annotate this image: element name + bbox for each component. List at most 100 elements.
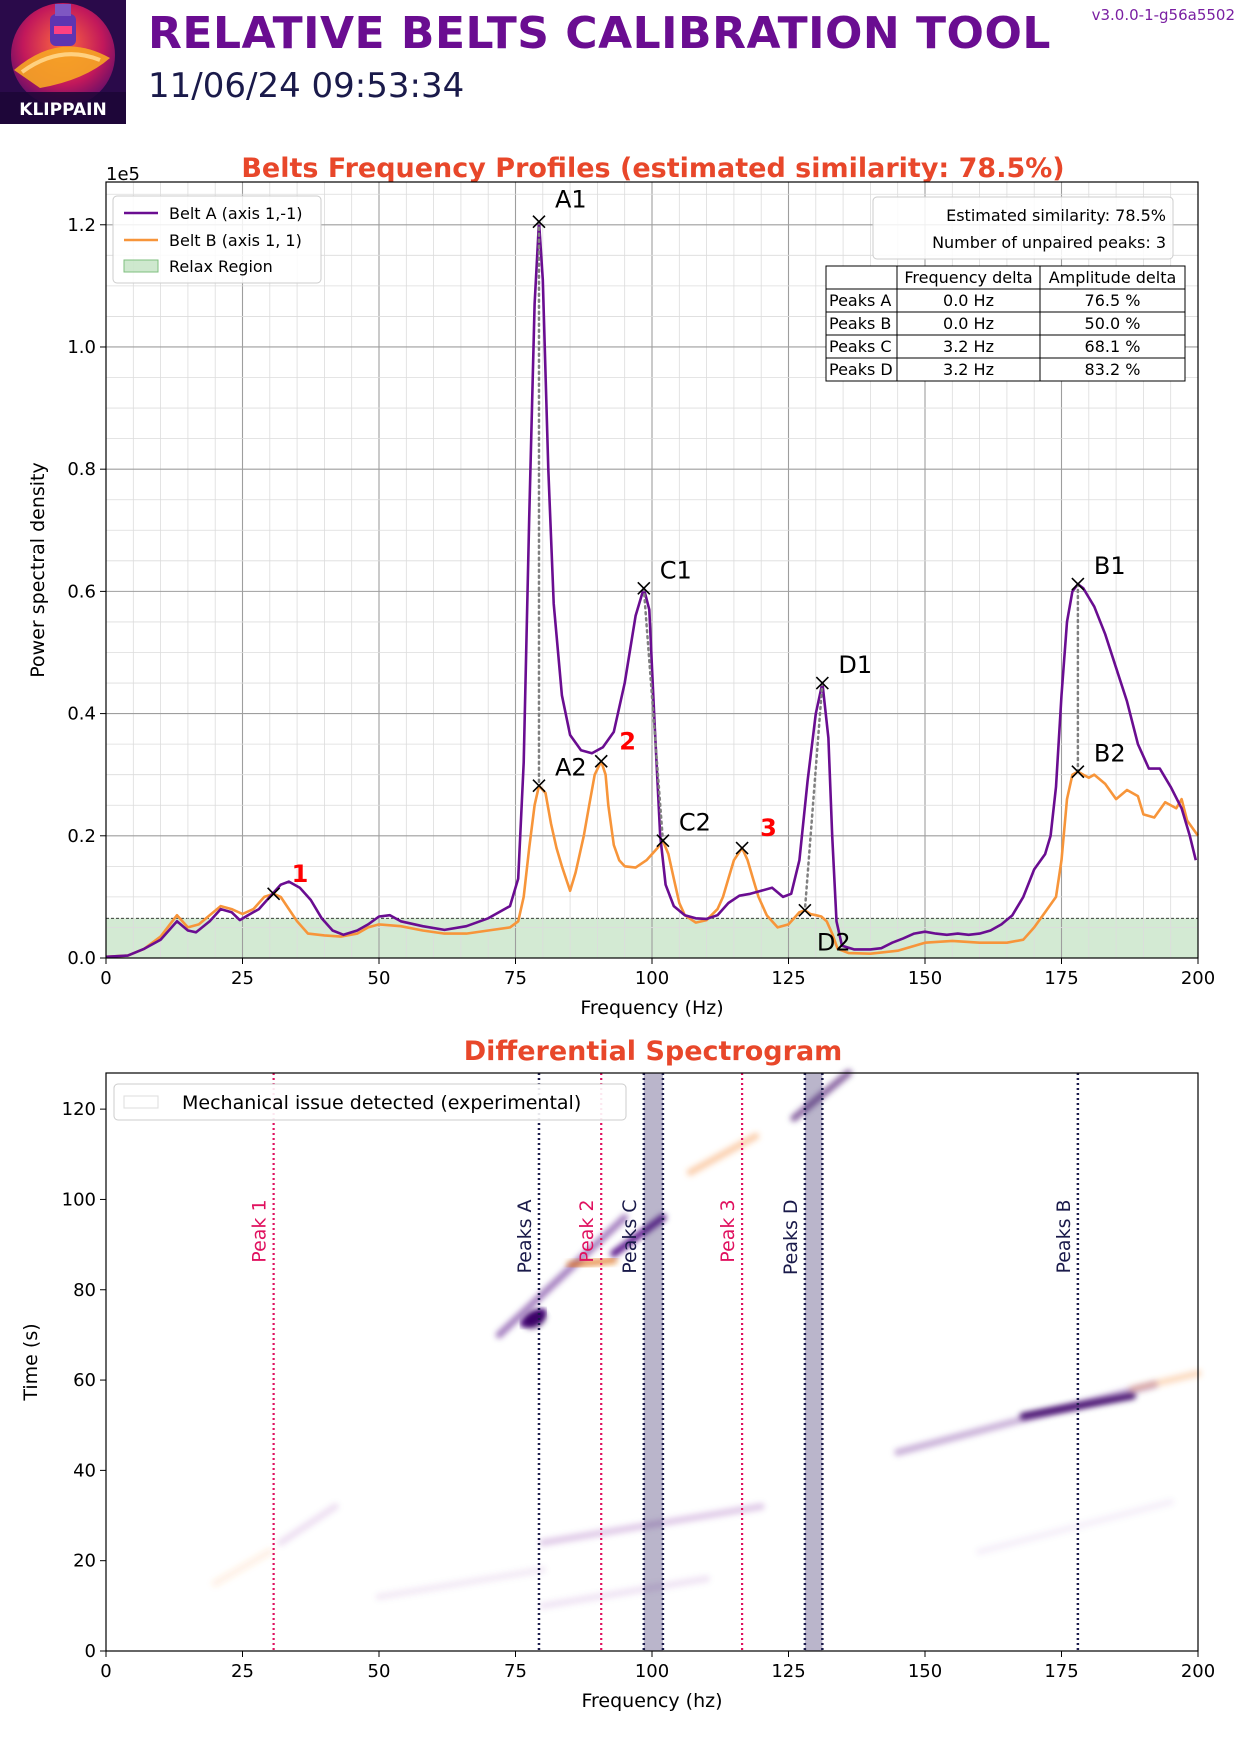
stats-box: Estimated similarity: 78.5% Number of un… [872, 196, 1174, 260]
paired-peak-label: Peaks D [780, 1199, 802, 1275]
y-tick-label: 0.8 [67, 459, 96, 480]
x-tick-label: 50 [368, 1661, 391, 1682]
paired-peak-label: Peaks B [1053, 1199, 1075, 1273]
table-cell: Peaks C [829, 337, 892, 356]
table-cell: Peaks D [829, 360, 893, 379]
x-tick-label: 200 [1181, 968, 1215, 989]
series-line-belt-b [105, 760, 1200, 959]
spectrogram-streak [1128, 1369, 1202, 1393]
y-tick-label: 1.2 [67, 215, 96, 236]
table-cell: 0.0 Hz [943, 291, 994, 310]
unpaired-peak-label: Peak 2 [576, 1199, 598, 1262]
y-tick-label: 0.0 [67, 948, 96, 969]
y-tick-label: 100 [62, 1189, 96, 1210]
peak-pair-line [642, 587, 665, 842]
table-cell: 0.0 Hz [943, 314, 994, 333]
table-cell: 83.2 % [1085, 360, 1141, 379]
spectrogram-streak [211, 1548, 274, 1587]
spectrogram-streak [976, 1498, 1175, 1556]
y-tick-label: 1.0 [67, 337, 96, 358]
x-tick-label: 150 [908, 1661, 942, 1682]
table-cell: 3.2 Hz [943, 337, 994, 356]
series-line-belt-a [105, 220, 1198, 959]
legend: Belt A (axis 1,-1) Belt B (axis 1, 1) Re… [112, 195, 322, 284]
x-tick-label: 25 [231, 968, 254, 989]
x-axis-label: Frequency (Hz) [580, 997, 723, 1019]
x-tick-label: 175 [1044, 1661, 1078, 1682]
peak-marker [815, 676, 829, 690]
unpaired-peak-label: 3 [760, 814, 777, 842]
legend-belt-b: Belt B (axis 1, 1) [169, 231, 302, 250]
peak-marker [656, 834, 670, 848]
y-axis-label: Power spectral density [27, 462, 49, 677]
peaks-table: Frequency delta Amplitude delta Peaks A 0.0… [825, 265, 1186, 382]
paired-peak-label: Peaks C [619, 1199, 641, 1273]
spectrogram-title: Differential Spectrogram [464, 1036, 843, 1067]
klippain-logo: KLIPPAIN [0, 0, 126, 124]
x-tick-label: 200 [1181, 1661, 1215, 1682]
y-tick-label: 0.6 [67, 581, 96, 602]
legend-belt-a: Belt A (axis 1,-1) [169, 204, 303, 223]
unpaired-peak-label: 2 [619, 727, 636, 755]
belts-frequency-chart: Belts Frequency Profiles (estimated simi… [27, 153, 1215, 1019]
peak-band [643, 1073, 663, 1651]
x-tick-label: 0 [100, 1661, 111, 1682]
spectrogram-streak [277, 1503, 339, 1547]
spectrogram-streak [610, 1214, 667, 1258]
peak-marker [1071, 765, 1085, 779]
paired-peak-label: Peaks A [514, 1199, 536, 1273]
stat-similarity: Estimated similarity: 78.5% [946, 206, 1166, 225]
peak-label: D1 [838, 651, 872, 679]
spectrogram-streak [1019, 1392, 1136, 1420]
unpaired-peak-label: 1 [292, 860, 309, 888]
unpaired-peak-label: Peak 3 [717, 1199, 739, 1262]
legend-swatch-relax [123, 259, 159, 273]
chart-title: Belts Frequency Profiles (estimated simi… [241, 153, 1064, 184]
x-tick-label: 100 [635, 1661, 669, 1682]
table-cell: 3.2 Hz [943, 360, 994, 379]
peak-label: A2 [555, 754, 587, 782]
spectrogram-streak [539, 1503, 765, 1547]
peak-label: D2 [817, 928, 851, 956]
version-label: v3.0.0-1-g56a5502 [1091, 6, 1235, 24]
y-tick-label: 0.4 [67, 704, 96, 725]
spectrogram-streak [375, 1566, 547, 1601]
peak-label: B1 [1094, 552, 1126, 580]
unpaired-peak-label: Peak 1 [249, 1199, 271, 1262]
peak-pair-line [803, 681, 824, 912]
x-tick-label: 175 [1044, 968, 1078, 989]
spectrogram-streak [686, 1132, 760, 1176]
x-tick-label: 125 [771, 968, 805, 989]
spectrogram-streak [495, 1214, 629, 1339]
spectrogram-streak [566, 1256, 618, 1269]
peak-marker [637, 581, 651, 595]
y-tick-label: 80 [73, 1280, 96, 1301]
legend-relax: Relax Region [169, 257, 273, 276]
unpaired-peak-marker [735, 841, 749, 855]
x-tick-label: 50 [368, 968, 391, 989]
x-tick-label: 150 [908, 968, 942, 989]
spectrogram-streak [790, 1069, 853, 1122]
peak-band [804, 1073, 823, 1651]
x-tick-label: 25 [231, 1661, 254, 1682]
y-tick-label: 120 [62, 1099, 96, 1120]
peak-label: C1 [660, 556, 692, 584]
table-header: Amplitude delta [1049, 268, 1177, 287]
unpaired-peak-marker [267, 887, 281, 901]
logo-text: KLIPPAIN [19, 100, 106, 120]
stat-unpaired: Number of unpaired peaks: 3 [932, 233, 1166, 252]
y-tick-label: 20 [73, 1551, 96, 1572]
x-tick-label: 125 [771, 1661, 805, 1682]
x-tick-label: 0 [100, 968, 111, 989]
y-tick-label: 60 [73, 1370, 96, 1391]
spectrogram-x-label: Frequency (hz) [581, 1690, 722, 1712]
y-tick-label: 40 [73, 1460, 96, 1481]
y-tick-label: 0 [85, 1641, 96, 1662]
peak-label: A1 [555, 186, 587, 214]
y-tick-label: 0.2 [67, 826, 96, 847]
table-cell: 50.0 % [1085, 314, 1141, 333]
peak-label: C2 [679, 809, 711, 837]
spectrogram-legend: Mechanical issue detected (experimental) [113, 1083, 627, 1121]
table-cell: 76.5 % [1085, 291, 1141, 310]
peak-marker [798, 903, 812, 917]
